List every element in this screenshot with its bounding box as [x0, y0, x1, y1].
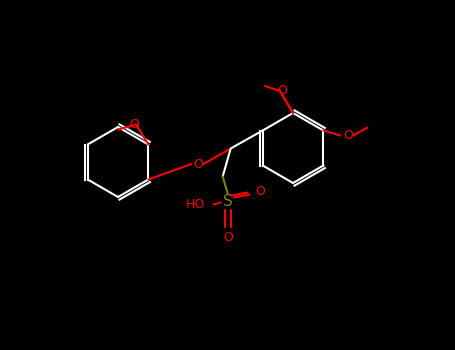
Text: O: O — [255, 185, 265, 198]
Text: O: O — [277, 84, 287, 98]
Text: O: O — [344, 129, 353, 142]
Text: O: O — [129, 118, 139, 131]
Text: S: S — [223, 194, 233, 209]
Text: O: O — [223, 231, 233, 244]
Text: HO: HO — [186, 198, 205, 211]
Text: O: O — [193, 158, 203, 170]
